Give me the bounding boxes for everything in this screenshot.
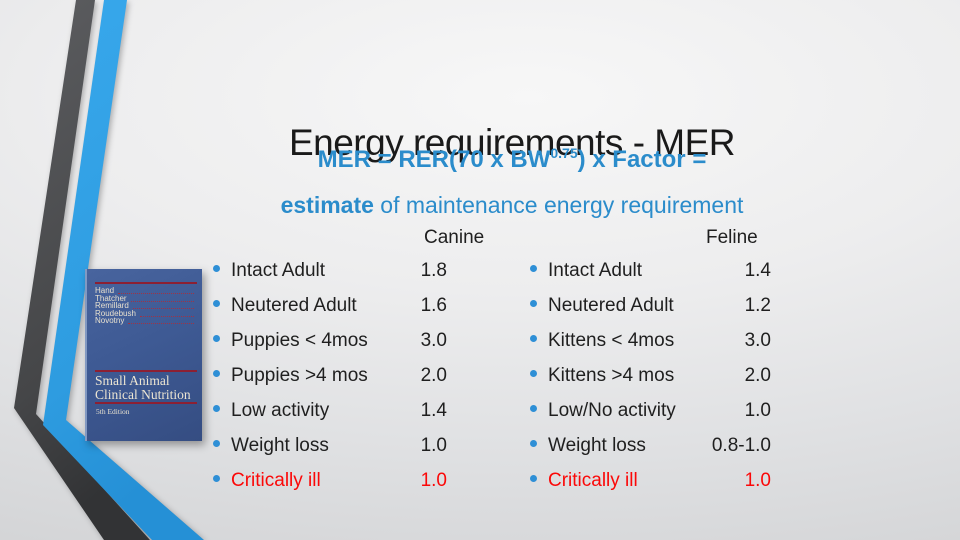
table-row: Kittens >4 mos 2.0	[530, 358, 771, 393]
row-value: 1.0	[420, 434, 447, 456]
row-value: 2.0	[420, 364, 447, 386]
bullet-icon	[530, 369, 537, 377]
subtitle-bold-word: estimate	[280, 192, 374, 218]
table-row: Puppies < 4mos 3.0	[213, 323, 447, 358]
row-label: Weight loss	[231, 434, 329, 456]
table-row: Neutered Adult 1.6	[213, 288, 447, 323]
factor-column-canine: Intact Adult 1.8 Neutered Adult 1.6 Pupp…	[213, 253, 447, 498]
row-value: 1.6	[420, 294, 447, 316]
row-value: 0.8-1.0	[711, 434, 771, 456]
formula-suffix: ) x Factor =	[577, 146, 707, 173]
row-label: Low/No activity	[548, 399, 676, 421]
row-value: 1.0	[420, 469, 447, 491]
row-value: 2.0	[744, 364, 771, 386]
bullet-icon	[213, 299, 220, 307]
book-author: Roudebush	[95, 309, 196, 317]
table-row: Critically ill 1.0	[530, 463, 771, 498]
bullet-icon	[213, 334, 220, 342]
book-cover: Hand Thatcher Remillard Roudebush Novotny Sm…	[85, 269, 202, 441]
slide-title: Energy requirements - MER	[288, 121, 736, 163]
bullet-icon	[530, 264, 537, 272]
table-row: Neutered Adult 1.2	[530, 288, 771, 323]
row-label: Kittens < 4mos	[548, 329, 675, 351]
book-title-line2: Clinical Nutrition	[95, 387, 191, 402]
row-label: Neutered Adult	[548, 294, 674, 316]
book-author: Thatcher	[95, 294, 196, 302]
book-rule-top	[95, 282, 197, 284]
blue-ribbon	[43, 0, 204, 540]
row-label: Puppies >4 mos	[231, 364, 368, 386]
row-label: Low activity	[231, 399, 330, 421]
bullet-icon	[213, 369, 220, 377]
table-row: Intact Adult 1.8	[213, 253, 447, 288]
bullet-icon	[213, 404, 220, 412]
formula-line: MER = RER(70 x BW0.75) x Factor =	[112, 145, 912, 174]
book-author-rule	[130, 300, 194, 302]
table-row: Kittens < 4mos 3.0	[530, 323, 771, 358]
table-row: Low/No activity 1.0	[530, 393, 771, 428]
bullet-icon	[213, 264, 220, 272]
row-label: Puppies < 4mos	[231, 329, 368, 351]
book-authors: Hand Thatcher Remillard Roudebush Novotny	[95, 287, 196, 325]
book-author: Remillard	[95, 302, 196, 310]
row-value: 1.2	[744, 294, 771, 316]
book-author: Hand	[95, 287, 196, 295]
factor-column-feline: Intact Adult 1.4 Neutered Adult 1.2 Kitt…	[530, 253, 771, 498]
bullet-icon	[213, 439, 220, 447]
bullet-icon	[530, 404, 537, 412]
formula-exponent: 0.75	[550, 145, 578, 161]
row-label: Intact Adult	[231, 259, 326, 281]
rows: Intact Adult 1.8 Neutered Adult 1.6 Pupp…	[213, 253, 447, 498]
book-author: Novotny	[95, 316, 196, 325]
book-title-line1: Small Animal	[95, 373, 170, 388]
row-label: Critically ill	[231, 469, 321, 491]
bullet-icon	[213, 474, 220, 482]
row-value: 1.0	[744, 469, 771, 491]
book-edition: 5th Edition	[96, 407, 130, 416]
table-row: Critically ill 1.0	[213, 463, 447, 498]
gray-ribbon	[14, 0, 150, 540]
book-rule-middle	[95, 370, 197, 372]
book-rule-bottom	[95, 402, 197, 404]
column-header-feline: Feline	[706, 227, 758, 248]
book-author-rule	[132, 308, 194, 310]
book-author-rule	[118, 293, 194, 295]
subtitle-line: estimate of maintenance energy requireme…	[112, 192, 912, 219]
row-label: Neutered Adult	[231, 294, 357, 316]
book-author-rule	[128, 322, 194, 324]
row-label: Kittens >4 mos	[548, 364, 675, 386]
table-row: Intact Adult 1.4	[530, 253, 771, 288]
row-value: 1.0	[744, 399, 771, 421]
row-label: Intact Adult	[548, 259, 643, 281]
row-value: 1.4	[420, 399, 447, 421]
bullet-icon	[530, 474, 537, 482]
column-header-canine: Canine	[424, 227, 485, 248]
row-value: 1.4	[744, 259, 771, 281]
rows: Intact Adult 1.4 Neutered Adult 1.2 Kitt…	[530, 253, 771, 498]
row-label: Weight loss	[548, 434, 646, 456]
row-label: Critically ill	[548, 469, 638, 491]
row-value: 3.0	[744, 329, 771, 351]
table-row: Weight loss 1.0	[213, 428, 447, 463]
bullet-icon	[530, 299, 537, 307]
row-value: 1.8	[420, 259, 447, 281]
bullet-icon	[530, 439, 537, 447]
table-row: Weight loss 0.8-1.0	[530, 428, 771, 463]
row-value: 3.0	[420, 329, 447, 351]
bullet-icon	[530, 334, 537, 342]
table-row: Puppies >4 mos 2.0	[213, 358, 447, 393]
book-title: Small Animal Clinical Nutrition	[95, 374, 198, 402]
formula-prefix: MER = RER(70 x BW	[317, 146, 551, 173]
table-row: Low activity 1.4	[213, 393, 447, 428]
subtitle-rest: of maintenance energy requirement	[373, 192, 744, 218]
book-author-rule	[139, 315, 194, 317]
